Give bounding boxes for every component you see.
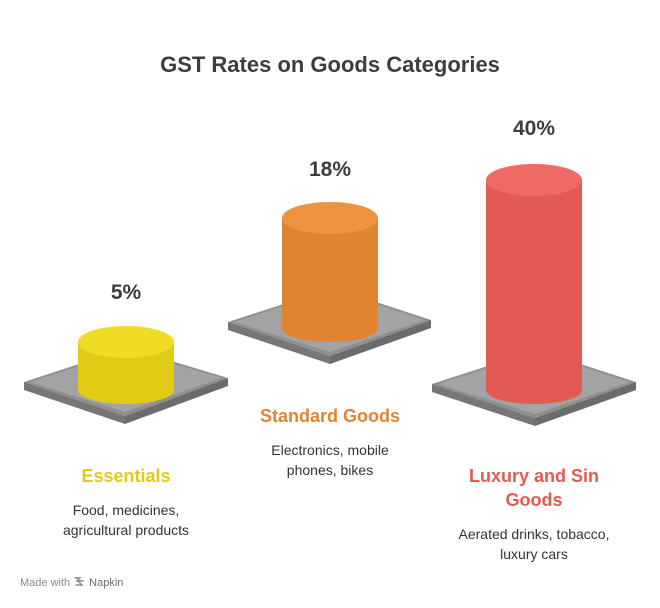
diagram-title: GST Rates on Goods Categories [160, 52, 500, 77]
essentials-cylinder [78, 326, 174, 404]
luxury-rate: 40% [512, 117, 556, 140]
napkin-logo-icon [74, 576, 85, 590]
essentials-description-line-1: Food, medicines, [72, 502, 180, 518]
standard-category: Standard Goods [259, 406, 400, 426]
luxury-category-line-2: Goods [505, 490, 563, 510]
essentials-category: Essentials [81, 466, 171, 486]
luxury-description: Aerated drinks, tobacco, luxury cars [434, 524, 634, 564]
standard-description-line-2: phones, bikes [286, 462, 374, 478]
standard-cylinder [282, 202, 378, 342]
luxury-cylinder [486, 164, 582, 404]
napkin-brand-text: Napkin [89, 577, 124, 589]
standard-rate: 18% [308, 158, 352, 181]
made-with-text: Made with [20, 577, 71, 589]
luxury-category: Luxury and Sin Goods [434, 464, 634, 512]
luxury-description-line-1: Aerated drinks, tobacco, [458, 526, 610, 542]
essentials-rate: 5% [110, 281, 142, 304]
standard-description-line-1: Electronics, mobile [271, 442, 389, 458]
essentials-description-line-2: agricultural products [62, 522, 190, 538]
luxury-category-line-1: Luxury and Sin [468, 466, 600, 486]
napkin-watermark: Made with Napkin [20, 576, 123, 590]
essentials-description: Food, medicines, agricultural products [26, 500, 226, 540]
standard-description: Electronics, mobile phones, bikes [230, 440, 430, 480]
luxury-description-line-2: luxury cars [500, 546, 568, 562]
